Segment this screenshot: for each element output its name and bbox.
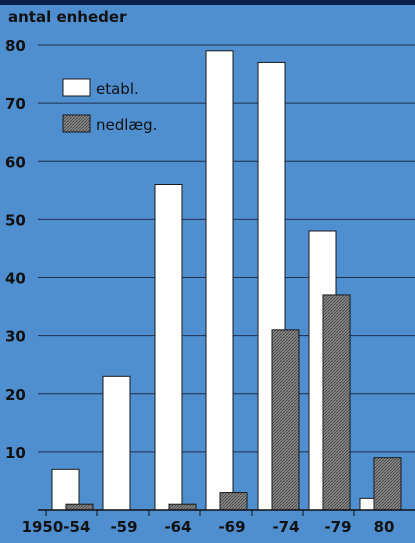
x-tick-label: 1950-54: [22, 518, 91, 536]
legend-swatch-nedlaeg: [62, 114, 91, 133]
y-tick-label: 80: [5, 37, 26, 55]
y-tick-label: 10: [5, 444, 26, 462]
bar-nedlaeg: [322, 294, 351, 511]
bar-nedlaeg: [168, 503, 197, 511]
legend-swatch-etabl: [62, 78, 91, 97]
top-strip: [0, 0, 415, 5]
bar-nedlaeg: [65, 503, 94, 511]
y-tick-labels: 10 20 30 40 50 60 70 80: [5, 37, 26, 462]
x-tick-label: -69: [218, 518, 245, 536]
legend-label-nedlaeg: nedlæg.: [96, 116, 157, 134]
x-tick-label: -74: [272, 518, 299, 536]
bar-nedlaeg: [219, 492, 248, 511]
bar-etabl: [154, 184, 183, 511]
bar-nedlaeg: [271, 329, 300, 511]
y-tick-label: 20: [5, 386, 26, 404]
x-tick-label: -59: [110, 518, 137, 536]
bar-etabl: [205, 50, 234, 511]
bar-etabl: [51, 468, 80, 511]
legend-label-etabl: etabl.: [96, 80, 139, 98]
bar-etabl: [102, 375, 131, 511]
bar-nedlaeg: [373, 457, 402, 511]
x-tick-label: -79: [324, 518, 351, 536]
y-tick-label: 30: [5, 328, 26, 346]
x-tick-labels: 1950-54 -59 -64 -69 -74 -79 80: [22, 510, 395, 536]
y-tick-label: 40: [5, 270, 26, 288]
legend: etabl. nedlæg.: [62, 78, 157, 134]
y-tick-label: 60: [5, 153, 26, 171]
y-tick-label: 50: [5, 211, 26, 229]
bars: [51, 50, 402, 511]
x-tick-label: 80: [374, 518, 395, 536]
x-tick-label: -64: [164, 518, 191, 536]
y-axis-label: antal enheder: [8, 8, 127, 26]
y-tick-label: 70: [5, 95, 26, 113]
